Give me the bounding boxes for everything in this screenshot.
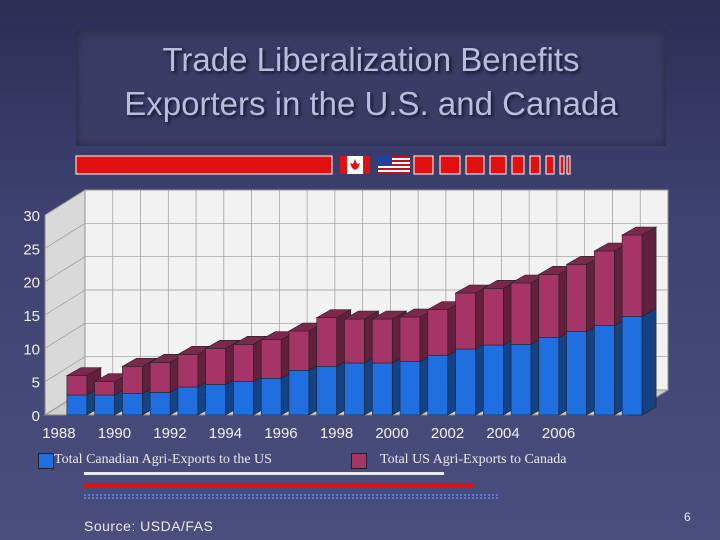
x-tick-1998: 1998 bbox=[320, 425, 353, 442]
bar-1991-us bbox=[149, 353, 186, 393]
title-line-2: Exporters in the U.S. and Canada bbox=[124, 85, 618, 122]
canada-flag-icon bbox=[340, 156, 370, 174]
title-panel bbox=[76, 30, 666, 146]
y-tick-20: 20 bbox=[23, 275, 40, 292]
page-number: 6 bbox=[684, 510, 691, 524]
y-tick-0: 0 bbox=[32, 408, 40, 425]
x-axis-ticks: 1988 1990 1992 1994 1996 1998 2000 2002 2004 2006 bbox=[42, 425, 575, 442]
y-tick-25: 25 bbox=[23, 241, 40, 258]
title-line-1: Trade Liberalization Benefits bbox=[162, 41, 580, 78]
slide-title: Trade Liberalization Benefits Exporters … bbox=[76, 38, 666, 126]
y-tick-30: 30 bbox=[23, 208, 40, 225]
x-tick-2004: 2004 bbox=[486, 425, 519, 442]
bar-2008-us bbox=[620, 226, 658, 317]
x-tick-1988: 1988 bbox=[42, 425, 75, 442]
divider-white bbox=[84, 472, 444, 475]
y-tick-15: 15 bbox=[23, 308, 40, 325]
us-flag-icon bbox=[378, 156, 410, 174]
y-axis-ticks: 0 5 10 15 20 25 30 bbox=[23, 208, 40, 425]
x-tick-1994: 1994 bbox=[209, 425, 242, 442]
chart-bars bbox=[65, 226, 658, 416]
divider-chain bbox=[84, 494, 498, 499]
legend-swatch-canadian bbox=[38, 453, 54, 469]
y-tick-5: 5 bbox=[32, 375, 40, 392]
y-tick-10: 10 bbox=[23, 341, 40, 358]
legend-label-us: Total US Agri-Exports to Canada bbox=[380, 452, 567, 467]
legend-swatch-us bbox=[351, 453, 367, 469]
x-tick-1996: 1996 bbox=[264, 425, 297, 442]
bar-2008-canadian bbox=[621, 307, 657, 416]
x-tick-2002: 2002 bbox=[431, 425, 464, 442]
x-tick-1990: 1990 bbox=[98, 425, 131, 442]
x-tick-1992: 1992 bbox=[153, 425, 186, 442]
x-tick-2006: 2006 bbox=[542, 425, 575, 442]
x-tick-2000: 2000 bbox=[375, 425, 408, 442]
legend-label-canadian: Total Canadian Agri-Exports to the US bbox=[54, 452, 272, 467]
divider-red bbox=[84, 483, 474, 487]
source-note: Source: USDA/FAS bbox=[84, 518, 214, 534]
